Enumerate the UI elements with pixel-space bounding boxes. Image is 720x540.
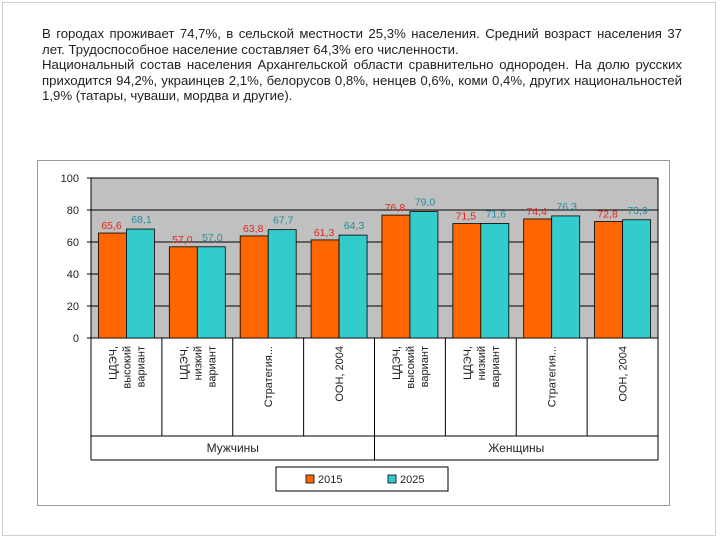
paragraph-urban-population: В городах проживает 74,7%, в сельской ме… — [42, 26, 682, 57]
bar-2015 — [594, 221, 623, 339]
data-label-2025: 71,6 — [486, 208, 507, 220]
group-label: Женщины — [488, 441, 544, 455]
data-label-2025: 79,0 — [415, 197, 436, 209]
legend-box — [275, 466, 449, 492]
category-label: вариант — [206, 346, 218, 387]
y-tick-label: 100 — [61, 173, 79, 185]
category-label: ООН, 2004 — [618, 346, 630, 402]
category-label: ЦДЭЧ, — [391, 346, 403, 380]
data-label-2015: 63,8 — [243, 223, 264, 235]
data-label-2025: 68,1 — [131, 214, 152, 226]
data-label-2015: 72,8 — [597, 209, 618, 221]
data-label-2025: 73,9 — [627, 205, 648, 217]
legend-swatch — [387, 474, 397, 484]
paragraph-national-composition: Национальный состав населения Архангельс… — [42, 57, 682, 104]
y-tick-label: 40 — [67, 269, 79, 281]
y-tick-label: 60 — [67, 237, 79, 249]
text-block: В городах проживает 74,7%, в сельской ме… — [42, 26, 682, 104]
bar-2015 — [381, 214, 411, 339]
category-label: высокий — [405, 346, 417, 389]
category-label: вариант — [490, 346, 502, 387]
data-label-2015: 76,8 — [385, 202, 406, 214]
population-bar-chart: 0 20 40 60 80 100 65,6 68,1 57,0 57,0 63,8 67,7 61,3… — [61, 173, 659, 492]
data-label-2025: 67,7 — [273, 215, 294, 227]
data-label-2015: 61,3 — [314, 227, 335, 239]
category-label: вариант — [419, 346, 431, 387]
category-label: высокий — [121, 346, 133, 389]
category-label: ЦДЭЧ, — [178, 346, 190, 380]
data-label-2025: 57,0 — [202, 232, 223, 244]
y-tick-label: 20 — [67, 301, 79, 313]
legend-swatch — [305, 474, 315, 484]
bar-2025 — [126, 228, 155, 339]
category-label: ЦДЭЧ, — [107, 346, 119, 380]
bar-2025 — [551, 215, 581, 339]
data-label-2015: 71,5 — [456, 211, 477, 223]
data-label-2015: 65,6 — [101, 220, 122, 232]
category-label: Стратегия... — [547, 346, 559, 407]
bar-2025 — [196, 246, 226, 339]
bar-2015 — [452, 223, 482, 339]
category-label: низкий — [192, 346, 204, 380]
category-label: Стратегия... — [263, 346, 275, 407]
category-label: низкий — [476, 346, 488, 380]
chart-panel: 0 20 40 60 80 100 65,6 68,1 57,0 57,0 63,8 67,7 61,3… — [37, 160, 670, 506]
bar-2015 — [239, 235, 269, 339]
bar-2025 — [267, 229, 297, 339]
bar-2025 — [409, 211, 439, 339]
data-label-2015: 57,0 — [172, 234, 193, 246]
bar-2015 — [168, 246, 198, 339]
data-label-2025: 76,3 — [556, 201, 577, 213]
category-label: ЦДЭЧ, — [462, 346, 474, 380]
category-label: вариант — [135, 346, 147, 387]
bar-2025 — [622, 219, 651, 339]
bar-2015 — [98, 232, 127, 339]
bar-2015 — [310, 239, 340, 339]
category-label: ООН, 2004 — [334, 346, 346, 402]
bar-2025 — [480, 223, 510, 339]
legend-label: 2025 — [400, 474, 424, 486]
y-tick-label: 80 — [67, 205, 79, 217]
bar-2015 — [523, 218, 553, 339]
y-tick-label: 0 — [73, 333, 79, 345]
legend-label: 2015 — [318, 474, 342, 486]
bar-2025 — [338, 234, 368, 339]
data-label-2015: 74,4 — [526, 206, 547, 218]
group-label: Мужчины — [207, 441, 259, 455]
data-label-2025: 64,3 — [344, 220, 365, 232]
